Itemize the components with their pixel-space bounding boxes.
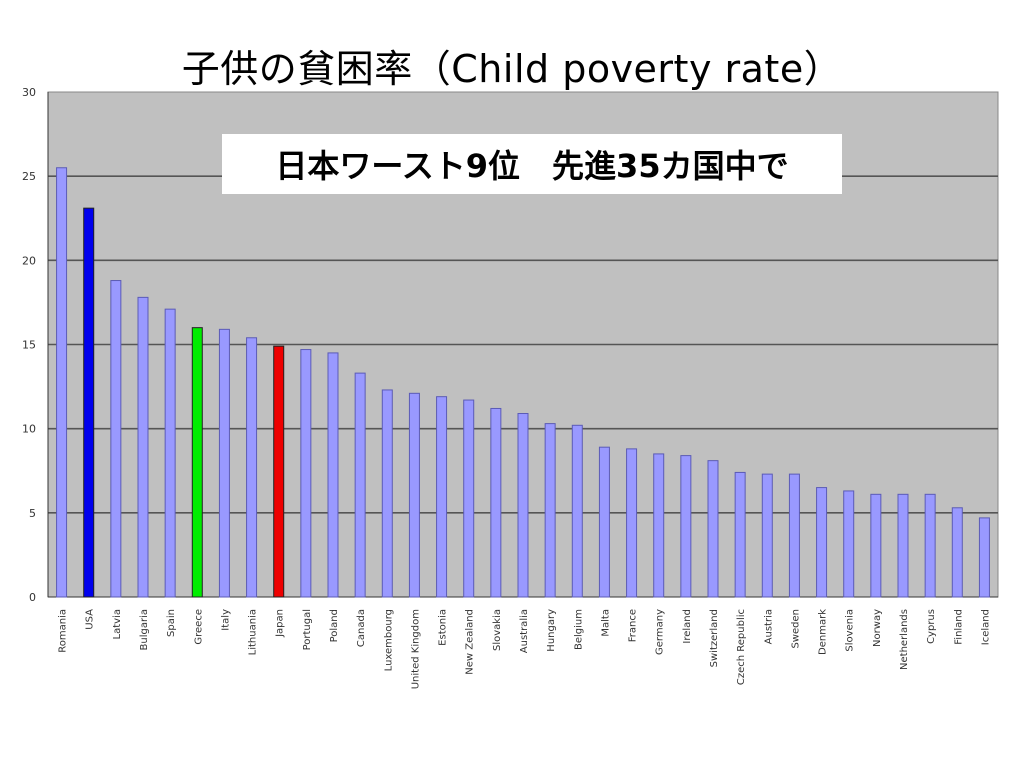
bar-iceland [978, 517, 990, 598]
bars [56, 167, 990, 598]
y-tick-label: 20 [22, 254, 36, 267]
bar-norway [870, 493, 882, 598]
bar-poland [327, 352, 339, 598]
x-tick-label: Italy [220, 609, 231, 631]
x-tick-label: Norway [872, 609, 883, 647]
x-tick-label: Luxembourg [383, 609, 394, 671]
x-tick-label: Japan [275, 609, 286, 638]
bar-greece [191, 327, 203, 598]
y-tick-label: 15 [22, 339, 36, 352]
bar-denmark [816, 487, 828, 598]
bar-czech-republic [734, 471, 746, 598]
x-tick-label: Switzerland [709, 609, 720, 667]
bar-slovakia [490, 407, 502, 598]
bar-malta [598, 446, 610, 598]
bar-finland [951, 507, 963, 598]
x-tick-label: France [628, 609, 639, 642]
bar-switzerland [707, 460, 719, 598]
bar-sweden [788, 473, 800, 598]
x-tick-label: Romania [58, 609, 69, 653]
bar-estonia [436, 396, 448, 598]
bar-luxembourg [381, 389, 393, 598]
x-tick-label: Hungary [546, 609, 557, 652]
bar-australia [517, 413, 529, 598]
bar-new-zealand [463, 399, 475, 598]
x-tick-label: USA [85, 609, 96, 630]
y-tick-label: 30 [22, 86, 36, 99]
x-tick-label: New Zealand [465, 609, 476, 675]
x-axis: Romania USA Latvia Bulgaria Spain Greece Italy… [58, 609, 992, 689]
x-tick-label: Austria [763, 609, 774, 644]
x-tick-label: Poland [329, 609, 340, 642]
bar-lithuania [246, 337, 258, 598]
bar-italy [218, 328, 230, 598]
x-tick-label: Lithuania [248, 609, 259, 655]
x-tick-label: Belgium [573, 609, 584, 650]
x-tick-label: Slovenia [845, 609, 856, 652]
x-tick-label: Cyprus [926, 609, 937, 644]
x-tick-label: Canada [356, 609, 367, 647]
bar-latvia [110, 280, 122, 598]
page-title: 子供の貧困率（Child poverty rate） [181, 47, 843, 91]
x-tick-label: Ireland [682, 609, 693, 644]
x-tick-label: Finland [953, 609, 964, 645]
x-tick-label: Australia [519, 609, 530, 653]
x-tick-label: Bulgaria [139, 609, 150, 650]
x-tick-label: Latvia [112, 609, 123, 639]
x-tick-label: Estonia [438, 609, 449, 646]
x-tick-label: Malta [600, 609, 611, 637]
x-tick-label: Sweden [790, 609, 801, 649]
bar-romania [56, 167, 68, 598]
bar-usa [83, 207, 95, 598]
x-tick-label: Germany [655, 609, 666, 655]
y-tick-label: 5 [29, 507, 36, 520]
bar-france [626, 448, 638, 598]
callout-annotation: 日本ワースト9位 先進35カ国中で [222, 134, 842, 194]
bar-japan [273, 345, 285, 598]
x-tick-label: Denmark [818, 609, 829, 655]
x-tick-label: Iceland [980, 609, 991, 645]
bar-austria [761, 473, 773, 598]
bar-ireland [680, 455, 692, 598]
bar-slovenia [843, 490, 855, 598]
x-tick-label: United Kingdom [410, 609, 421, 689]
y-tick-label: 0 [29, 591, 36, 604]
bar-canada [354, 372, 366, 598]
x-tick-label: Greece [193, 609, 204, 645]
bar-netherlands [897, 493, 909, 598]
bar-cyprus [924, 493, 936, 598]
x-tick-label: Czech Republic [736, 609, 747, 685]
bar-germany [653, 453, 665, 598]
x-tick-label: Netherlands [899, 609, 910, 670]
bar-belgium [571, 424, 583, 598]
bar-portugal [300, 349, 312, 598]
x-tick-label: Slovakia [492, 609, 503, 651]
x-tick-label: Portugal [302, 609, 313, 650]
bar-bulgaria [137, 296, 149, 598]
y-tick-label: 10 [22, 423, 36, 436]
y-tick-label: 25 [22, 170, 36, 183]
bar-spain [164, 308, 176, 598]
x-tick-label: Spain [166, 609, 177, 637]
bar-united-kingdom [408, 392, 420, 598]
bar-hungary [544, 423, 556, 598]
